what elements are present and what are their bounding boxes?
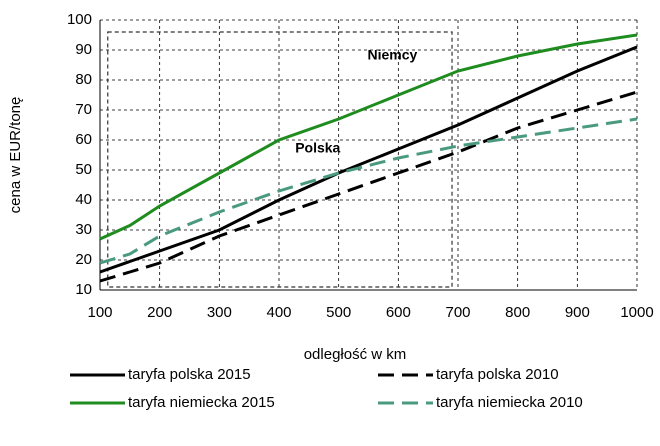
x-tick-label: 200 <box>147 304 172 321</box>
y-tick-label: 90 <box>75 41 92 58</box>
legend-label: taryfa polska 2015 <box>128 366 251 383</box>
x-tick-label: 800 <box>505 304 530 321</box>
y-tick-label: 100 <box>67 11 92 28</box>
y-tick-label: 30 <box>75 221 92 238</box>
highlight-region <box>107 31 453 288</box>
series-line <box>99 45 638 274</box>
x-tick-label: 100 <box>87 304 112 321</box>
x-axis-label: odległość w km <box>304 346 407 363</box>
legend-label: taryfa niemiecka 2010 <box>436 394 583 411</box>
legend-label: taryfa niemiecka 2015 <box>128 394 275 411</box>
x-tick-label: 1000 <box>620 304 653 321</box>
legend-label: taryfa polska 2010 <box>436 366 559 383</box>
y-tick-label: 70 <box>75 101 92 118</box>
x-tick-label: 700 <box>445 304 470 321</box>
x-tick-label: 400 <box>266 304 291 321</box>
x-tick-label: 500 <box>326 304 351 321</box>
y-tick-label: 60 <box>75 131 92 148</box>
annotation: Niemcy <box>367 47 417 63</box>
y-tick-label: 50 <box>75 161 92 178</box>
y-tick-label: 20 <box>75 251 92 268</box>
y-tick-label: 10 <box>75 281 92 298</box>
series-line <box>99 90 638 283</box>
y-tick-label: 80 <box>75 71 92 88</box>
annotation: Polska <box>295 140 340 156</box>
series-line <box>99 117 638 265</box>
series-line <box>99 33 638 241</box>
x-tick-label: 900 <box>565 304 590 321</box>
y-tick-label: 40 <box>75 191 92 208</box>
x-tick-label: 300 <box>207 304 232 321</box>
x-tick-label: 600 <box>386 304 411 321</box>
y-axis-label: cena w EUR/tonę <box>7 97 24 214</box>
